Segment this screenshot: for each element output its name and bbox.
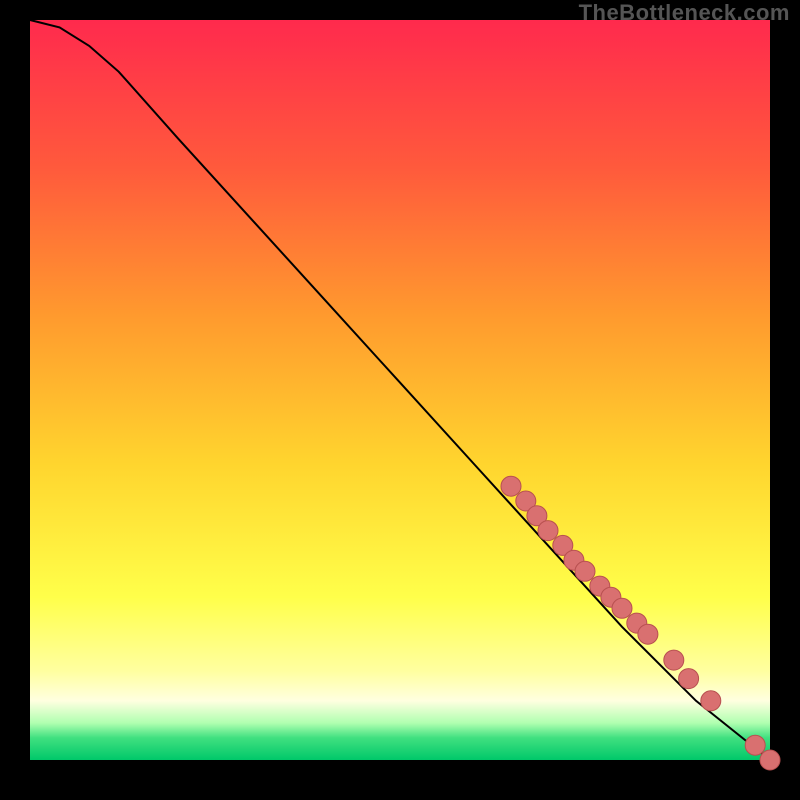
chart-svg xyxy=(0,0,800,800)
data-marker xyxy=(745,735,765,755)
data-marker xyxy=(701,691,721,711)
data-marker xyxy=(638,624,658,644)
gradient-background xyxy=(30,20,770,760)
watermark-text: TheBottleneck.com xyxy=(579,0,790,26)
data-marker xyxy=(664,650,684,670)
data-marker xyxy=(575,561,595,581)
data-marker xyxy=(501,476,521,496)
data-marker xyxy=(538,521,558,541)
chart-container: TheBottleneck.com xyxy=(0,0,800,800)
data-marker xyxy=(612,598,632,618)
data-marker xyxy=(760,750,780,770)
data-marker xyxy=(679,669,699,689)
